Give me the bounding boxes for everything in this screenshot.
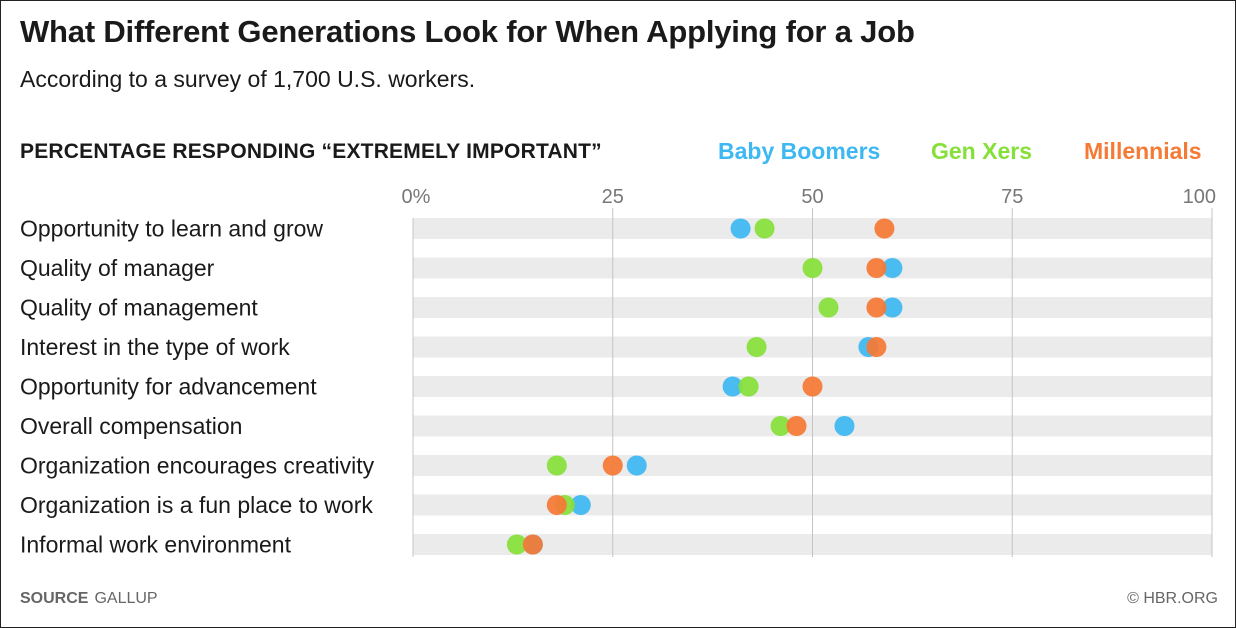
data-point <box>882 297 903 318</box>
data-point <box>570 495 591 515</box>
x-tick-label: 0% <box>402 186 431 208</box>
data-point <box>522 534 543 555</box>
data-point <box>882 258 903 278</box>
data-point <box>874 218 895 239</box>
x-tick-label: 25 <box>602 186 624 208</box>
data-point <box>506 534 527 555</box>
category-label: Quality of management <box>20 295 258 321</box>
source-note: SOURCE GALLUP <box>20 590 158 608</box>
category-label: Opportunity to learn and grow <box>20 216 323 242</box>
axis-title: PERCENTAGE RESPONDING “EXTREMELY IMPORTA… <box>20 140 602 163</box>
data-point <box>786 416 807 436</box>
data-point <box>722 376 743 397</box>
data-point <box>834 416 855 436</box>
source-value: GALLUP <box>94 590 158 607</box>
chart-title: What Different Generations Look for When… <box>20 14 915 49</box>
x-tick-label: 75 <box>1001 186 1023 208</box>
data-point <box>546 495 567 515</box>
data-point <box>802 376 823 397</box>
data-point <box>546 455 567 476</box>
category-label: Organization encourages creativity <box>20 453 375 479</box>
category-label: Opportunity for advancement <box>20 374 317 400</box>
x-tick-label: 100 <box>1183 186 1216 208</box>
data-point <box>746 337 767 357</box>
category-label: Informal work environment <box>20 532 292 558</box>
data-point <box>866 258 887 278</box>
data-point <box>770 416 791 436</box>
data-point <box>738 376 759 397</box>
data-point <box>602 455 623 476</box>
source-key: SOURCE <box>20 590 89 607</box>
legend-millennials: Millennials <box>1084 138 1202 164</box>
copyright-credit: © HBR.ORG <box>1127 590 1218 607</box>
data-point <box>730 218 751 239</box>
data-point <box>626 455 647 476</box>
legend-baby-boomers: Baby Boomers <box>718 138 881 164</box>
chart-subtitle: According to a survey of 1,700 U.S. work… <box>20 66 476 92</box>
data-point <box>866 337 887 357</box>
x-tick-label: 50 <box>801 186 823 208</box>
legend-gen-xers: Gen Xers <box>931 138 1032 164</box>
data-point <box>754 218 775 239</box>
category-label: Overall compensation <box>20 413 242 439</box>
category-label: Quality of manager <box>20 255 215 281</box>
data-point <box>866 297 887 318</box>
category-label: Organization is a fun place to work <box>20 492 373 518</box>
data-point <box>802 258 823 278</box>
category-label: Interest in the type of work <box>20 334 290 360</box>
data-point <box>818 297 839 318</box>
